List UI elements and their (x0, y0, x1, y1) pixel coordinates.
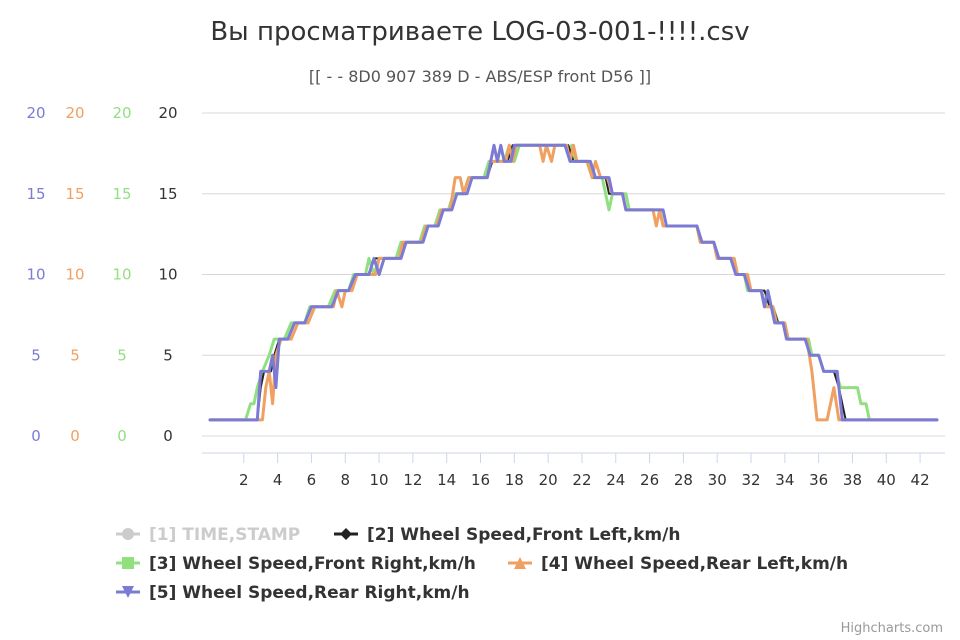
series-group (208, 143, 939, 422)
y-tick-label: 10 (112, 266, 131, 284)
y-tick-label: 5 (117, 346, 127, 364)
y-axes: 0 5 10 15 20 0 5 10 15 20 0 5 10 15 20 0 5 10 15 20 (26, 104, 177, 445)
legend: [1] TIME,STAMP [2] Wheel Speed,Front Left… (116, 525, 848, 603)
y-tick-label: 20 (26, 104, 45, 122)
y-tick-label: 20 (158, 104, 177, 122)
legend-item-5[interactable]: [5] Wheel Speed,Rear Right,km/h (116, 583, 470, 603)
x-tick-label: 24 (606, 471, 625, 489)
x-tick-label: 18 (505, 471, 524, 489)
y-tick-label: 5 (163, 346, 173, 364)
y-tick-label: 10 (65, 266, 84, 284)
x-tick-label: 22 (572, 471, 591, 489)
grid (202, 112, 945, 454)
x-tick-label: 2 (239, 471, 249, 489)
x-tick-label: 28 (674, 471, 693, 489)
y-tick-label: 20 (112, 104, 131, 122)
x-tick-label: 4 (273, 471, 283, 489)
y-tick-label: 0 (163, 427, 173, 445)
x-tick-label: 16 (471, 471, 490, 489)
y-tick-label: 0 (117, 427, 127, 445)
y-tick-label: 10 (26, 266, 45, 284)
x-tick-label: 34 (775, 471, 794, 489)
x-tick-label: 6 (307, 471, 317, 489)
legend-marker-circle-icon (122, 528, 134, 540)
legend-item-2[interactable]: [2] Wheel Speed,Front Left,km/h (334, 525, 680, 545)
y-axis-4: 0 5 10 15 20 (158, 104, 177, 445)
legend-label: [2] Wheel Speed,Front Left,km/h (367, 525, 680, 545)
legend-item-3[interactable]: [3] Wheel Speed,Front Right,km/h (116, 554, 476, 574)
legend-label: [5] Wheel Speed,Rear Right,km/h (149, 583, 470, 603)
legend-marker-diamond-icon (340, 528, 352, 540)
legend-marker-square-icon (122, 557, 134, 569)
chart-subtitle: [[ - - 8D0 907 389 D - ABS/ESP front D56… (309, 67, 651, 86)
chart-title: Вы просматриваете LOG-03-001-!!!!.csv (210, 17, 749, 47)
series-line-5[interactable] (208, 143, 939, 422)
legend-label: [4] Wheel Speed,Rear Left,km/h (541, 554, 848, 574)
y-tick-label: 15 (65, 185, 84, 203)
y-axis-2: 0 5 10 15 20 (65, 104, 84, 445)
x-tick-label: 10 (370, 471, 389, 489)
legend-marker-triangle-icon (514, 557, 526, 569)
x-tick-label: 8 (340, 471, 350, 489)
x-tick-label: 12 (403, 471, 422, 489)
y-tick-label: 5 (31, 346, 41, 364)
series-line-2[interactable] (209, 144, 938, 421)
series-line-4[interactable] (208, 143, 939, 422)
y-tick-label: 20 (65, 104, 84, 122)
legend-marker-triangle-down-icon (122, 586, 134, 598)
y-tick-label: 15 (112, 185, 131, 203)
x-tick-label: 40 (877, 471, 896, 489)
legend-label: [3] Wheel Speed,Front Right,km/h (149, 554, 476, 574)
x-tick-label: 32 (741, 471, 760, 489)
x-tick-label: 14 (437, 471, 456, 489)
x-tick-label: 20 (539, 471, 558, 489)
y-tick-label: 15 (26, 185, 45, 203)
legend-item-1[interactable]: [1] TIME,STAMP (116, 525, 300, 545)
x-tick-label: 38 (843, 471, 862, 489)
y-axis-1: 0 5 10 15 20 (26, 104, 45, 445)
x-tick-label: 26 (640, 471, 659, 489)
series-line-3[interactable] (208, 143, 939, 422)
y-tick-label: 0 (70, 427, 80, 445)
y-tick-label: 10 (158, 266, 177, 284)
x-tick-label: 42 (911, 471, 930, 489)
y-tick-label: 5 (70, 346, 80, 364)
legend-item-4[interactable]: [4] Wheel Speed,Rear Left,km/h (508, 554, 848, 574)
y-tick-label: 15 (158, 185, 177, 203)
legend-label: [1] TIME,STAMP (149, 525, 300, 545)
y-tick-label: 0 (31, 427, 41, 445)
x-tick-label: 30 (708, 471, 727, 489)
x-axis: 2 4 6 8 10 12 14 16 18 20 22 24 26 28 30 32 34 36 38 40 42 (239, 453, 930, 489)
y-axis-3: 0 5 10 15 20 (112, 104, 131, 445)
credits[interactable]: Highcharts.com (841, 621, 943, 636)
x-tick-label: 36 (809, 471, 828, 489)
